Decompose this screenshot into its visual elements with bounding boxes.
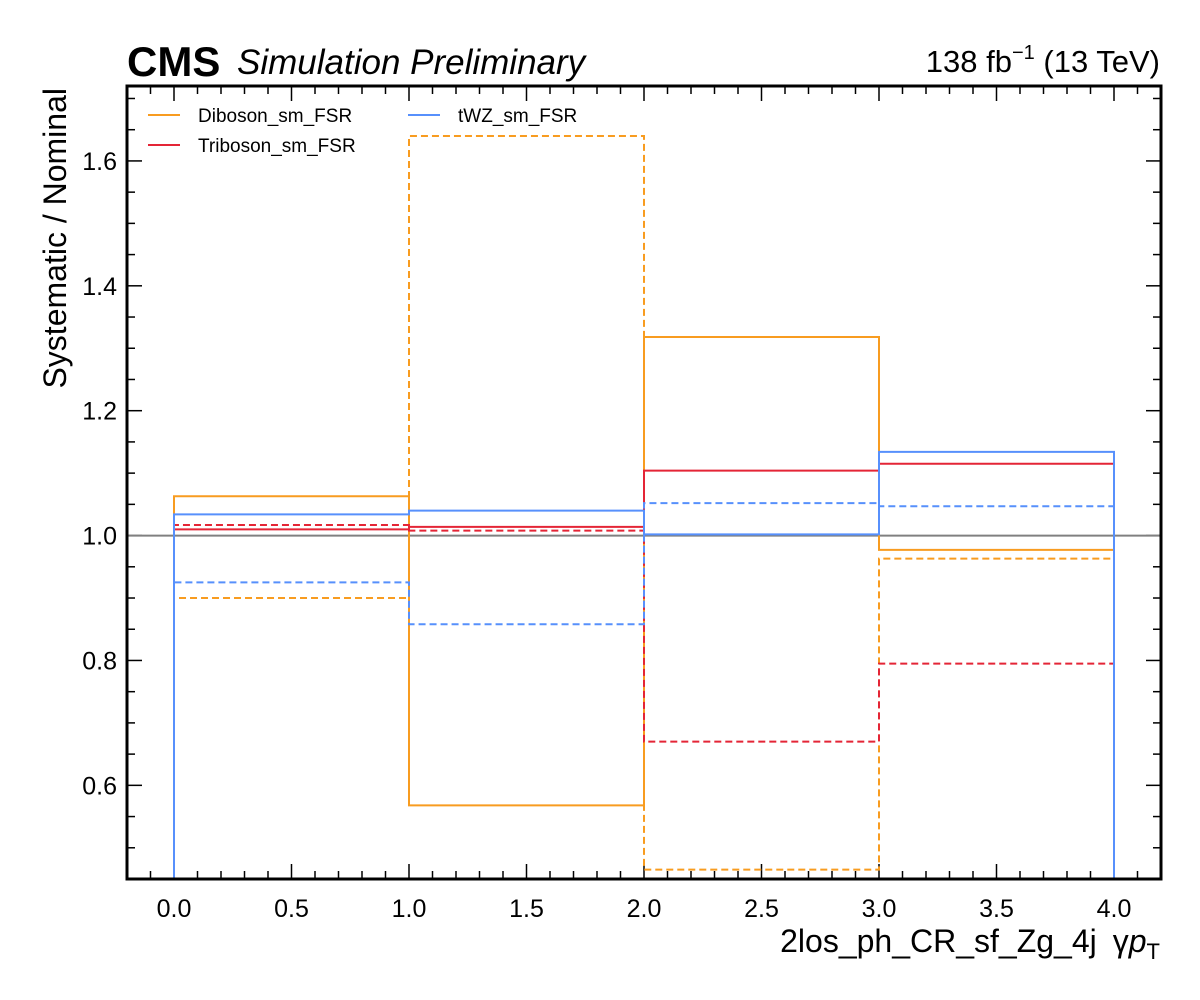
lumi-energy: (13 TeV) (1035, 44, 1160, 79)
legend-label: Diboson_sm_FSR (198, 106, 352, 127)
x-tick-label: 0.0 (157, 895, 192, 923)
y-tick-label: 1.4 (82, 273, 117, 301)
y-tick-label: 0.8 (82, 647, 117, 675)
lumi-exponent: −1 (1012, 42, 1035, 64)
x-axis-title: 2los_ph_CR_sf_Zg_4j γpT (780, 923, 1160, 964)
x-tick-label: 2.0 (627, 895, 662, 923)
legend-label: Triboson_sm_FSR (198, 136, 356, 157)
x-tick-label: 4.0 (1097, 895, 1132, 923)
y-tick-label: 1.2 (82, 398, 117, 426)
tick-labels: 0.0 0.5 1.0 1.5 2.0 2.5 3.0 3.5 4.0 0.6 0.8 1.0 1.2 1… (82, 148, 1131, 923)
y-tick-label: 1.6 (82, 148, 117, 176)
y-tick-label: 0.6 (82, 772, 117, 800)
x-axis-p: p (1128, 923, 1147, 959)
x-tick-label: 1.5 (509, 895, 544, 923)
x-axis-region: 2los_ph_CR_sf_Zg_4j (780, 923, 1097, 959)
status-label: Simulation Preliminary (237, 43, 588, 82)
legend: Diboson_sm_FSR Triboson_sm_FSR tWZ_sm_FSR (148, 106, 577, 157)
lumi-label: 138 fb−1 (13 TeV) (926, 42, 1160, 79)
cms-label: CMS (127, 38, 220, 85)
x-tick-label: 1.0 (392, 895, 427, 923)
x-axis-gamma: γ (1113, 923, 1129, 959)
x-tick-label: 0.5 (274, 895, 309, 923)
x-tick-label: 2.5 (744, 895, 779, 923)
x-tick-label: 3.5 (979, 895, 1014, 923)
x-tick-label: 3.0 (862, 895, 897, 923)
series-triboson-sm-fsr-down (173, 523, 1115, 879)
series-twz-sm-fsr-up (173, 450, 1115, 879)
legend-label: tWZ_sm_FSR (458, 106, 577, 127)
plot-frame (125, 84, 1163, 881)
lumi-value: 138 fb (926, 44, 1012, 79)
series-layer (127, 134, 1161, 879)
x-axis-sub: T (1147, 939, 1160, 964)
series-triboson-sm-fsr-up (173, 462, 1115, 879)
y-axis-title: Systematic / Nominal (37, 88, 73, 389)
y-tick-label: 1.0 (82, 523, 117, 551)
